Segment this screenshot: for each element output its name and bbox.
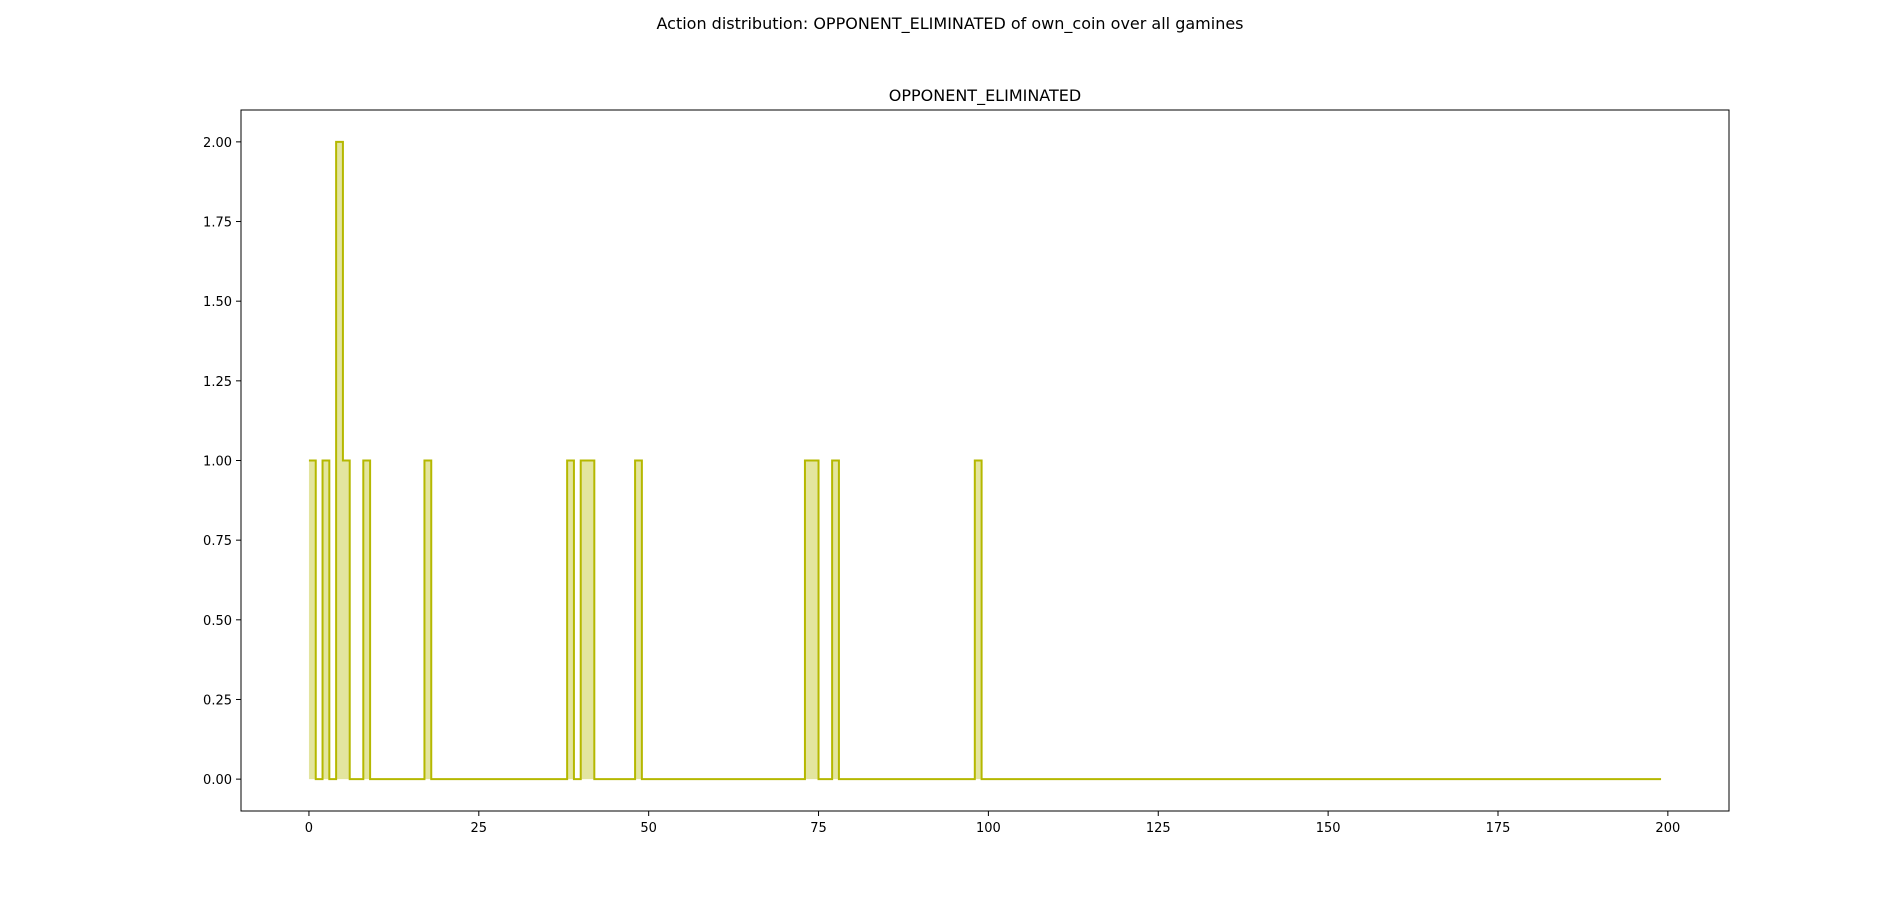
plot-layer: [308, 140, 1662, 781]
x-tick-label: 100: [976, 821, 1001, 836]
series-area-fill: [308, 141, 1662, 780]
y-tick-label: 0.50: [203, 614, 232, 629]
figure-suptitle: Action distribution: OPPONENT_ELIMINATED…: [656, 14, 1244, 33]
axes-title: OPPONENT_ELIMINATED: [889, 86, 1081, 106]
y-tick-label: 1.25: [203, 375, 232, 390]
x-axis: 0 25 50 75 100 125 150 175 200: [305, 811, 1680, 836]
y-tick-label: 2.00: [203, 136, 232, 151]
axes-frame: [240, 109, 1730, 812]
x-tick-label: 0: [305, 821, 313, 836]
x-tick-label: 150: [1316, 821, 1341, 836]
y-tick-label: 0.75: [203, 534, 232, 549]
series-step-line: [308, 140, 1662, 781]
y-tick-label: 1.50: [203, 295, 232, 310]
y-tick-label: 0.00: [203, 773, 232, 788]
y-tick-label: 1.75: [203, 216, 232, 231]
x-tick-label: 125: [1146, 821, 1171, 836]
y-tick-label: 1.00: [203, 455, 232, 470]
x-tick-label: 200: [1655, 821, 1680, 836]
x-tick-label: 25: [471, 821, 488, 836]
x-tick-label: 50: [640, 821, 657, 836]
y-tick-label: 0.25: [203, 693, 232, 708]
x-tick-label: 75: [810, 821, 827, 836]
x-tick-label: 175: [1486, 821, 1511, 836]
y-axis: 0.00 0.25 0.50 0.75 1.00 1.25 1.50 1.75 2.00: [203, 136, 241, 788]
